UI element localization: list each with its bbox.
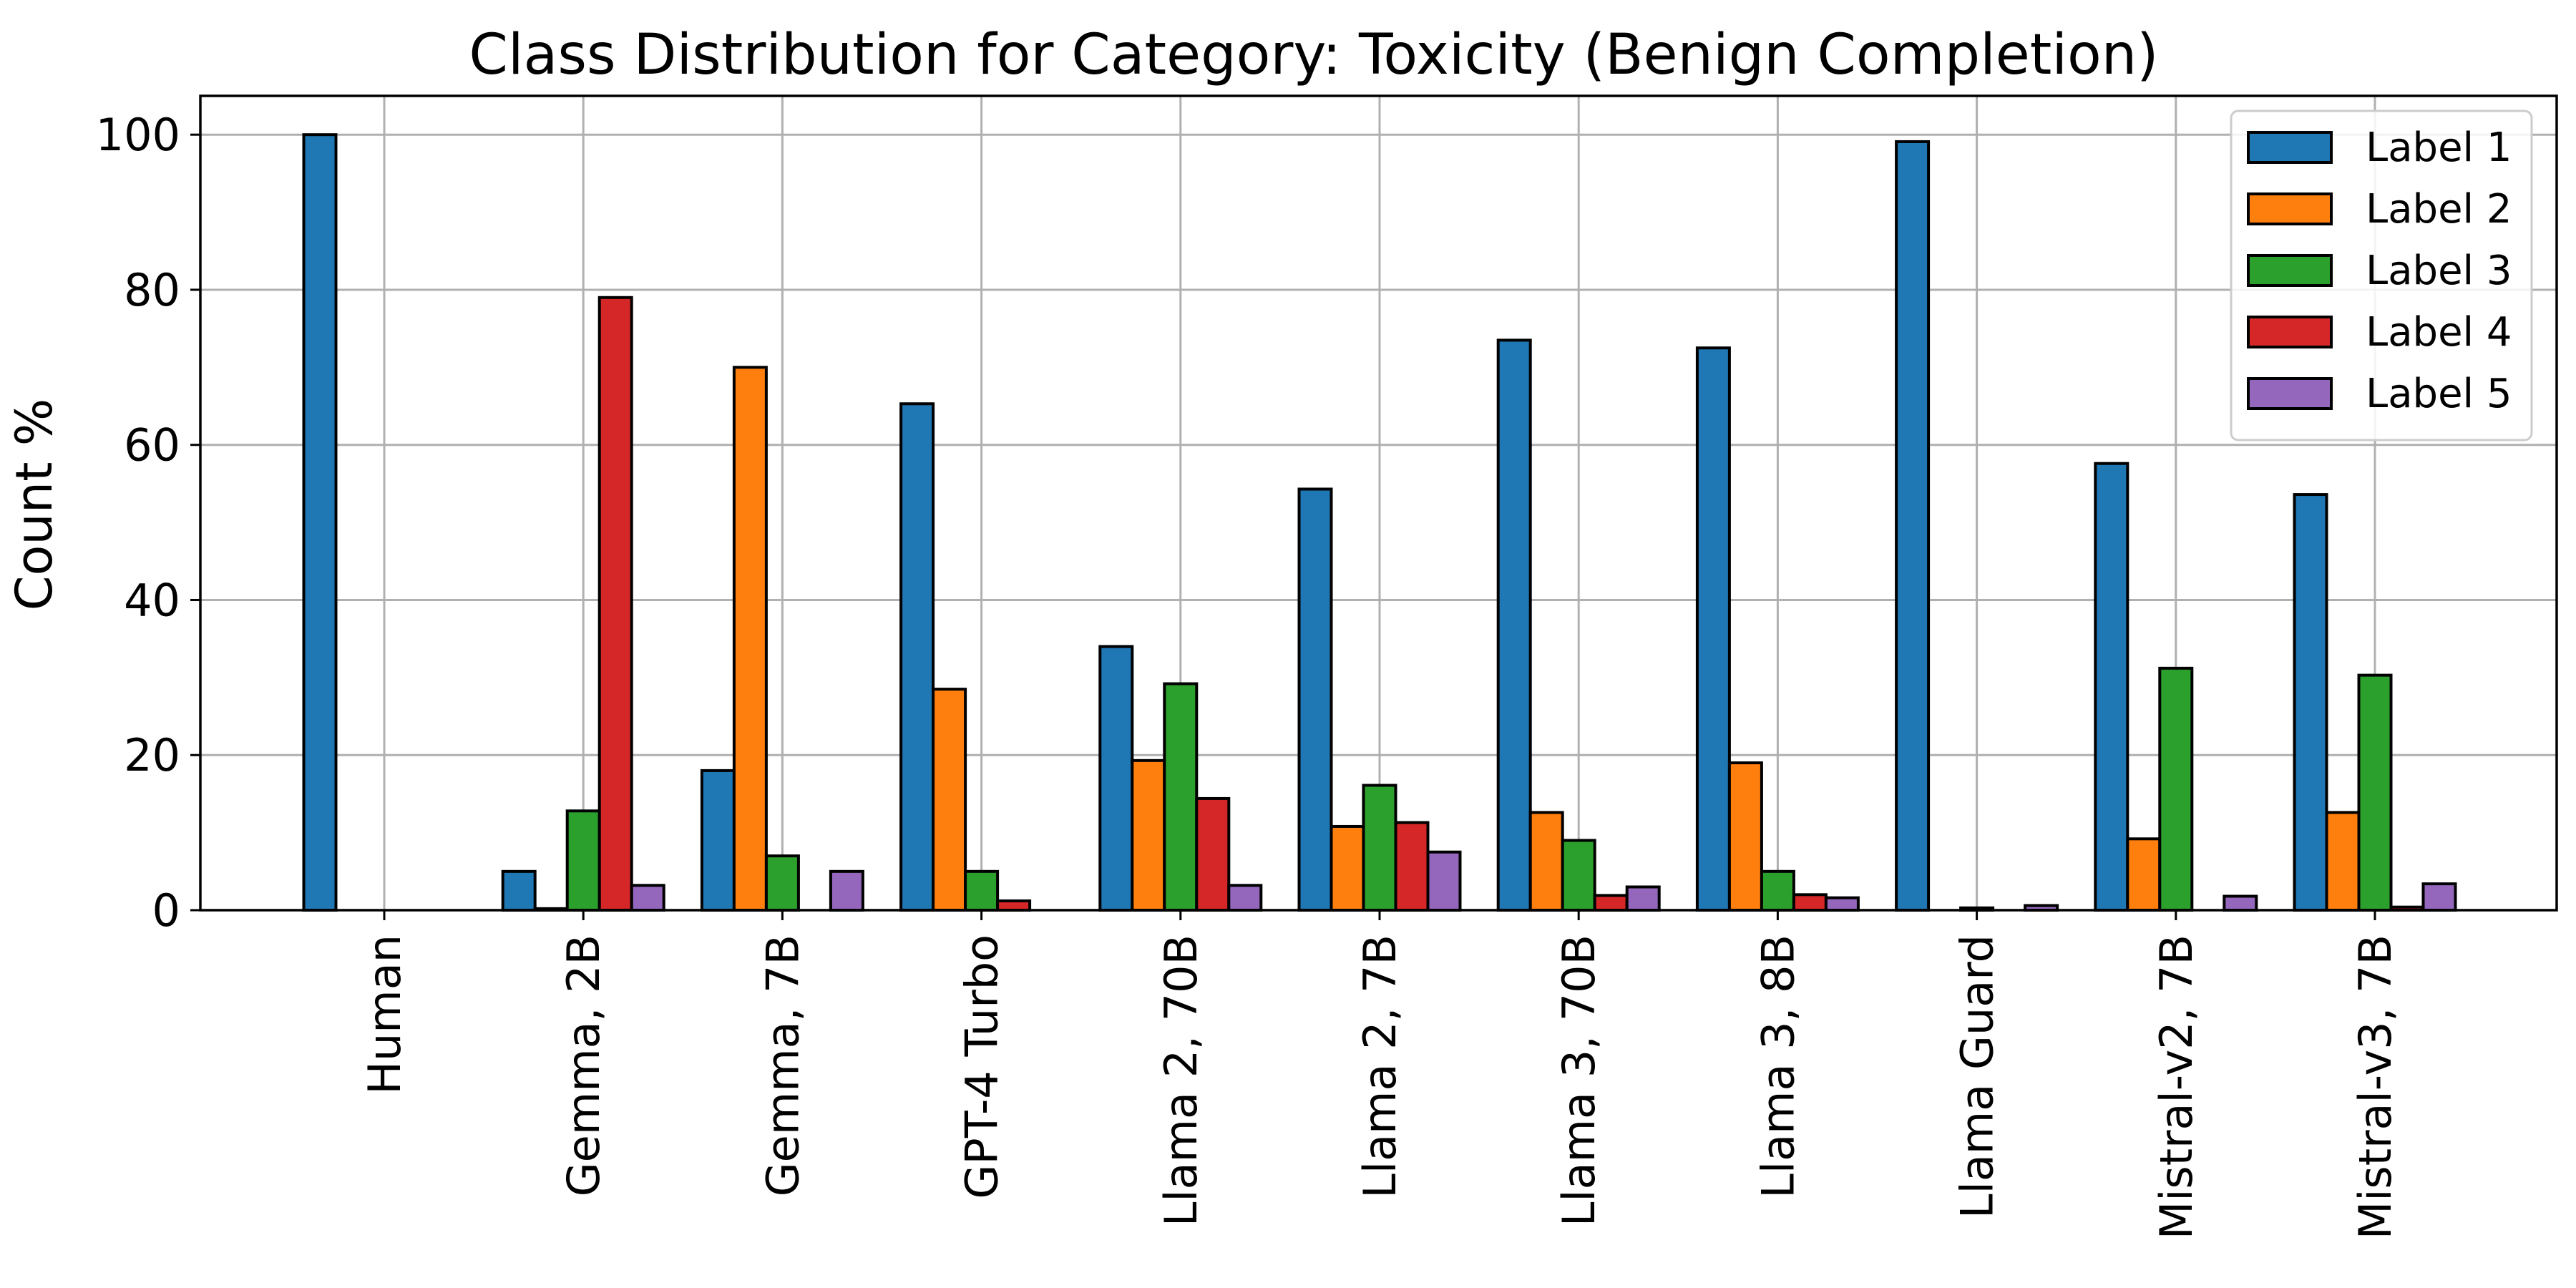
bar-label-3-9 bbox=[2158, 666, 2194, 912]
x-tick-label: Llama 3, 8B bbox=[1752, 935, 1804, 1199]
x-tick-label: Human bbox=[358, 935, 411, 1095]
x-tick-label: Llama 3, 70B bbox=[1553, 935, 1605, 1226]
x-tick-label: Gemma, 2B bbox=[557, 935, 610, 1196]
y-axis-label: Count % bbox=[5, 399, 64, 611]
bar-label-2-3 bbox=[932, 688, 967, 912]
x-tick-label: Llama 2, 70B bbox=[1155, 935, 1207, 1226]
bar-label-3-4 bbox=[1163, 682, 1199, 912]
bar-label-5-9 bbox=[2223, 894, 2258, 912]
bar-label-1-8 bbox=[1895, 140, 1931, 912]
y-tick-label: 20 bbox=[124, 729, 180, 781]
bar-label-4-3 bbox=[996, 899, 1032, 912]
y-axis-ticks: 0 20 40 60 80 100 bbox=[96, 109, 200, 937]
bar-label-5-1 bbox=[630, 884, 665, 912]
bar-label-5-6 bbox=[1625, 885, 1661, 912]
bar-label-1-9 bbox=[2094, 462, 2129, 912]
bar-label-1-6 bbox=[1496, 338, 1532, 912]
bar-label-2-2 bbox=[732, 366, 768, 912]
bar-label-3-3 bbox=[964, 869, 1000, 912]
bar-label-2-5 bbox=[1330, 824, 1365, 912]
legend: Label 1 Label 2 Label 3 Label 4 Label 5 bbox=[2230, 109, 2533, 441]
bar-label-5-5 bbox=[1426, 850, 1462, 912]
bar-label-1-5 bbox=[1297, 487, 1333, 912]
bar-label-4-5 bbox=[1394, 821, 1430, 912]
bars-layer bbox=[302, 133, 2457, 912]
legend-swatch bbox=[2247, 254, 2333, 287]
y-tick-label: 40 bbox=[124, 574, 180, 626]
bar-label-5-2 bbox=[829, 869, 864, 912]
legend-swatch bbox=[2247, 316, 2333, 348]
bar-label-1-1 bbox=[501, 869, 537, 912]
bar-label-3-2 bbox=[764, 854, 800, 912]
legend-swatch bbox=[2247, 192, 2333, 225]
legend-label: Label 3 bbox=[2366, 248, 2512, 294]
legend-swatch bbox=[2247, 377, 2333, 410]
bar-label-2-7 bbox=[1727, 761, 1763, 912]
bar-label-4-1 bbox=[597, 296, 633, 912]
legend-swatch bbox=[2247, 131, 2333, 164]
bar-label-1-2 bbox=[700, 769, 736, 912]
bar-label-5-4 bbox=[1227, 884, 1263, 912]
bar-label-1-7 bbox=[1695, 346, 1731, 912]
bar-label-2-6 bbox=[1528, 811, 1564, 912]
x-tick-label: Gemma, 7B bbox=[756, 935, 809, 1196]
bar-label-5-7 bbox=[1824, 896, 1860, 912]
x-tick-label: Mistral-v2, 7B bbox=[2150, 935, 2202, 1239]
x-axis-ticks: Human Gemma, 2B Gemma, 7B GPT-4 Turbo Llama … bbox=[358, 910, 2401, 1239]
bar-label-1-0 bbox=[302, 133, 338, 912]
bar-label-3-5 bbox=[1362, 784, 1397, 912]
grid-layer bbox=[200, 96, 2557, 912]
legend-label: Label 4 bbox=[2366, 309, 2512, 356]
bar-label-3-10 bbox=[2357, 673, 2393, 912]
bar-label-5-10 bbox=[2421, 882, 2457, 912]
bar-label-3-1 bbox=[565, 809, 601, 912]
y-tick-label: 60 bbox=[124, 419, 180, 472]
x-tick-label: Llama 2, 7B bbox=[1354, 935, 1406, 1199]
bar-label-2-10 bbox=[2325, 811, 2361, 912]
bar-label-4-4 bbox=[1195, 796, 1231, 912]
y-tick-label: 100 bbox=[96, 109, 180, 161]
legend-label: Label 2 bbox=[2366, 186, 2512, 233]
bar-label-4-7 bbox=[1792, 893, 1828, 912]
bar-label-2-9 bbox=[2126, 837, 2162, 912]
bar-label-2-4 bbox=[1131, 758, 1166, 912]
bar-label-1-4 bbox=[1098, 645, 1134, 912]
legend-label: Label 1 bbox=[2366, 125, 2512, 171]
y-tick-label: 0 bbox=[152, 884, 180, 937]
x-tick-label: Llama Guard bbox=[1951, 935, 2004, 1219]
legend-label: Label 5 bbox=[2366, 371, 2512, 417]
x-tick-label: Mistral-v3, 7B bbox=[2349, 935, 2401, 1239]
bar-label-3-7 bbox=[1760, 869, 1795, 912]
y-tick-label: 80 bbox=[124, 264, 180, 316]
bar-label-1-3 bbox=[899, 402, 935, 912]
chart-title: Class Distribution for Category: Toxicit… bbox=[469, 23, 2158, 87]
bar-label-1-10 bbox=[2293, 493, 2328, 912]
bar-label-4-6 bbox=[1593, 894, 1629, 912]
bar-label-3-6 bbox=[1561, 839, 1596, 912]
x-tick-label: GPT-4 Turbo bbox=[956, 935, 1008, 1199]
